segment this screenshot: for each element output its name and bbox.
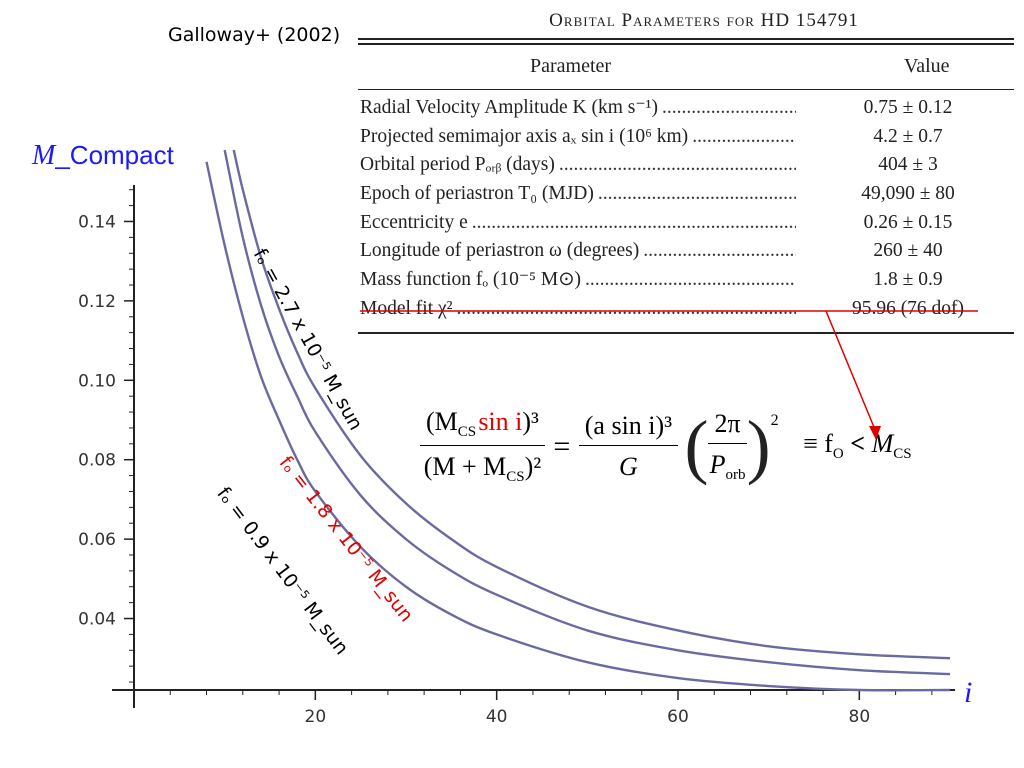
table-row: Mass function fₒ (10⁻⁵ M⊙) 1.8 ± 0.9.....… bbox=[358, 266, 1014, 295]
value-cell: 4.2 ± 0.7 bbox=[873, 125, 943, 147]
equation-sin-i: sin i bbox=[478, 406, 523, 436]
x-tick-label: 40 bbox=[486, 707, 508, 727]
orbital-parameters-table: Orbital Parameters for HD 154791 Paramet… bbox=[358, 8, 1014, 334]
table-bottom-rule bbox=[358, 331, 1014, 334]
series-line-2 bbox=[223, 149, 951, 676]
highlight-arrow-line bbox=[825, 310, 877, 433]
dot-leader: ........................................… bbox=[643, 240, 796, 262]
x-axis-title: i bbox=[964, 676, 973, 709]
y-axis-title: M_Compact bbox=[32, 140, 174, 171]
y-tick-label: 0.06 bbox=[78, 530, 116, 550]
parameter-cell: Longitude of periastron ω (degrees) bbox=[360, 240, 640, 262]
table-row: Orbital period Pₒᵣᵦ (days) 404 ± 3.......… bbox=[358, 151, 1014, 180]
table-row: Eccentricity e 0.26 ± 0.15...............… bbox=[358, 209, 1014, 238]
dot-leader: ........................................… bbox=[597, 183, 796, 205]
parameter-cell: Projected semimajor axis aₓ sin i (10⁶ k… bbox=[360, 125, 689, 147]
table-row: Model fit χ² 95.96 (76 dof)..............… bbox=[358, 295, 1014, 324]
y-tick-label: 0.12 bbox=[78, 292, 116, 312]
y-tick-label: 0.04 bbox=[78, 610, 116, 630]
value-cell: 404 ± 3 bbox=[878, 154, 938, 176]
header-value: Value bbox=[904, 55, 950, 77]
series-line-1 bbox=[232, 149, 951, 660]
y-tick-label: 0.10 bbox=[78, 371, 116, 391]
citation-label: Galloway+ (2002) bbox=[168, 24, 341, 46]
x-tick-label: 20 bbox=[305, 707, 327, 727]
equation-rhs-fraction: 2π Porb bbox=[708, 408, 747, 484]
value-cell: 49,090 ± 80 bbox=[861, 183, 955, 205]
value-cell: 1.8 ± 0.9 bbox=[873, 269, 943, 291]
dot-leader: ........................................… bbox=[471, 211, 796, 233]
dot-leader: ........................................… bbox=[558, 154, 796, 176]
table-header: Parameter Value bbox=[358, 45, 1014, 90]
dot-leader: ........................................… bbox=[692, 125, 796, 147]
parameter-cell: Radial Velocity Amplitude K (km s⁻¹) bbox=[360, 97, 658, 118]
table-row: Epoch of periastron T₀ (MJD) 49,090 ± 80.… bbox=[358, 180, 1014, 209]
value-cell: 0.75 ± 0.12 bbox=[863, 97, 953, 118]
table-row: Radial Velocity Amplitude K (km s⁻¹) 0.75… bbox=[358, 94, 1014, 123]
dot-leader: ........................................… bbox=[661, 97, 796, 118]
equation-power: 2 bbox=[770, 411, 779, 429]
highlight-arrowhead bbox=[869, 426, 881, 440]
dot-leader: ........................................… bbox=[585, 269, 796, 291]
x-tick-label: 80 bbox=[849, 707, 871, 727]
parameter-cell: Orbital period Pₒᵣᵦ (days) bbox=[360, 154, 555, 176]
equation-equals: = bbox=[553, 429, 571, 463]
header-parameter: Parameter bbox=[530, 55, 612, 77]
table-title: Orbital Parameters for HD 154791 bbox=[549, 10, 859, 31]
equation-lhs-fraction: (MCS sin i)³ (M + MCS)² bbox=[420, 407, 545, 486]
parameter-cell: Mass function fₒ (10⁻⁵ M⊙) bbox=[360, 269, 582, 291]
y-tick-label: 0.14 bbox=[78, 212, 116, 232]
parameter-cell: Eccentricity e bbox=[360, 211, 468, 233]
y-tick-label: 0.08 bbox=[78, 451, 116, 471]
table-top-rule bbox=[358, 38, 1014, 45]
table-body: Radial Velocity Amplitude K (km s⁻¹) 0.75… bbox=[358, 90, 1014, 324]
value-cell: 0.26 ± 0.15 bbox=[863, 211, 953, 233]
parameter-cell: Epoch of periastron T₀ (MJD) bbox=[360, 183, 594, 205]
value-cell: 260 ± 40 bbox=[873, 240, 943, 262]
table-row: Longitude of periastron ω (degrees) 260 ±… bbox=[358, 237, 1014, 266]
table-row: Projected semimajor axis aₓ sin i (10⁶ k… bbox=[358, 123, 1014, 152]
x-tick-label: 60 bbox=[667, 707, 689, 727]
series-line-3 bbox=[205, 161, 951, 692]
value-cell: 95.96 (76 dof) bbox=[851, 297, 965, 319]
parameter-cell: Model fit χ² bbox=[360, 297, 453, 319]
equation-mid-fraction: (a sin i)³ G bbox=[578, 411, 678, 482]
dot-leader: ........................................… bbox=[456, 297, 797, 319]
mass-function-equation: (MCS sin i)³ (M + MCS)² = (a sin i)³ G (… bbox=[420, 405, 912, 488]
